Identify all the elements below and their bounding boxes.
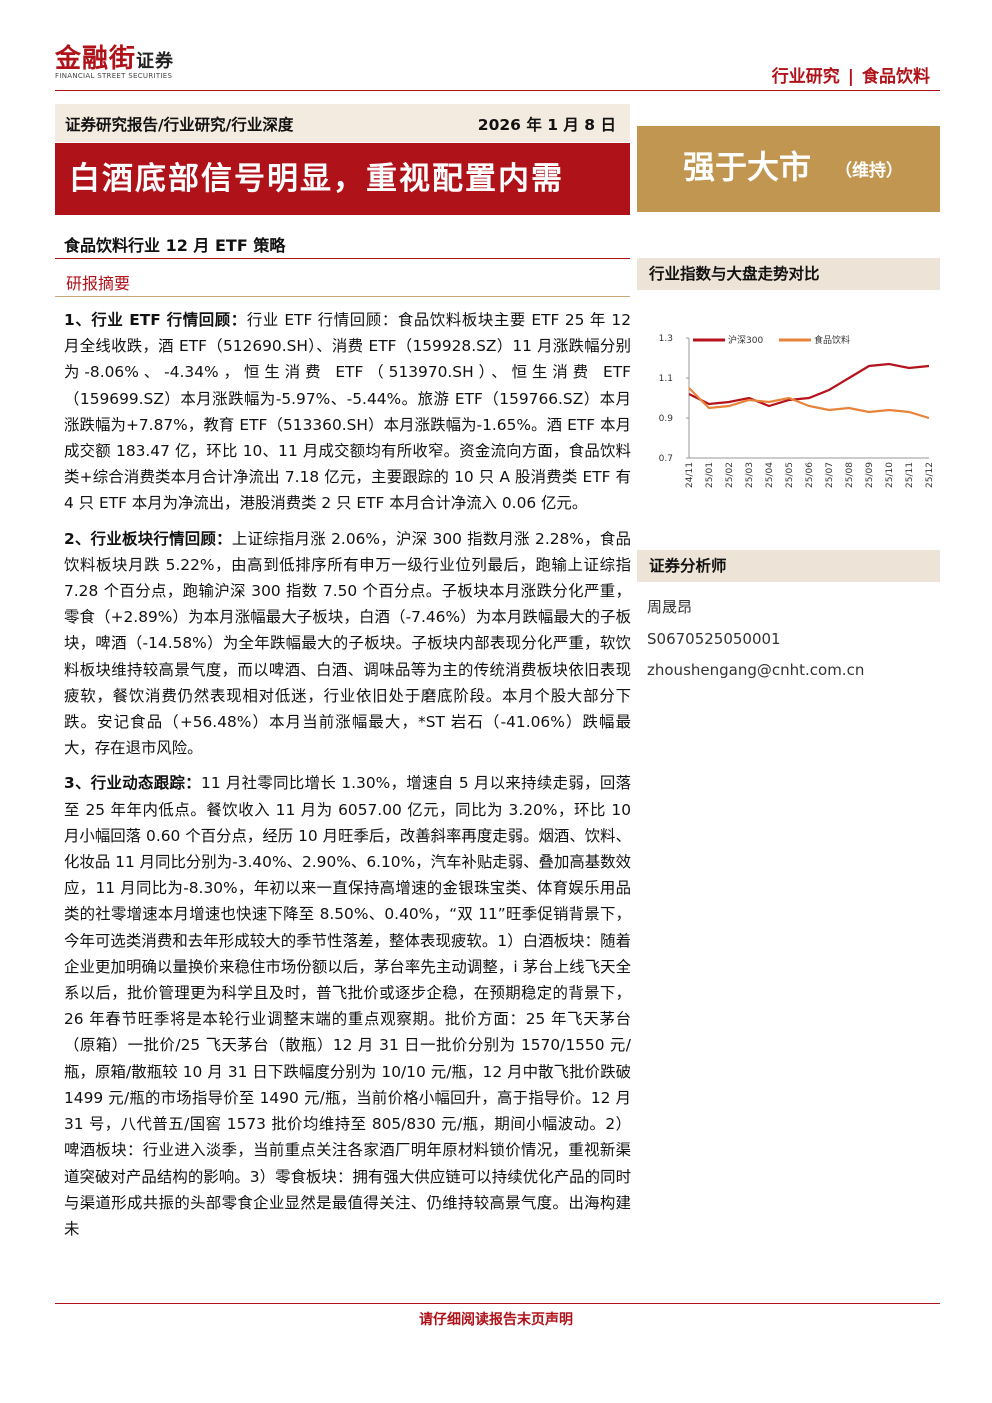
subtitle: 食品饮料行业 12 月 ETF 策略 [64,236,286,255]
analyst-email: zhoushengang@cnht.com.cn [647,661,865,679]
industry: 食品饮料 [862,67,930,87]
paragraph: 2、行业板块行情回顾：上证综指月涨 2.06%，沪深 300 指数月涨 2.28… [64,526,631,762]
x-tick-label: 25/01 [705,462,715,488]
summary: 1、行业 ETF 行情回顾：行业 ETF 行情回顾：食品饮料板块主要 ETF 2… [64,307,631,1292]
y-tick-label: 1.3 [659,334,673,344]
series-line [688,387,930,420]
paragraph-body: 上证综指月涨 2.06%，沪深 300 指数月涨 2.28%，食品饮料板块月跌 … [64,529,631,758]
analyst-license: S0670525050001 [647,630,781,648]
divider [55,296,630,297]
title: 白酒底部信号明显，重视配置内需 [55,143,630,215]
y-tick-label: 1.1 [659,374,673,384]
logo-en: FINANCIAL STREET SECURITIES [55,72,173,80]
category: 行业研究 [771,67,840,87]
section-title: 研报摘要 [66,274,131,293]
rating-note: （维持） [835,161,903,181]
logo-suffix: 证券 [136,51,175,72]
chart: 0.7 0.9 1.1 1.3 24/11 25/01 25/02 25/03 25/04 25/… [659,334,935,488]
divider [55,90,940,91]
x-tick-label: 25/04 [765,462,775,488]
divider [55,258,630,259]
x-tick-label: 25/06 [805,462,815,488]
x-tick-label: 25/02 [725,462,735,488]
x-tick-label: 25/11 [905,462,915,488]
analyst-name: 周晟昂 [647,598,693,616]
x-tick-label: 25/10 [885,462,895,488]
rating: 强于大市 （维持） [637,126,940,212]
header-right: 行业研究 | 食品饮料 [771,67,930,87]
paragraph-body: 11 月社零同比增长 1.30%，增速自 5 月以来持续走弱，回落至 25 年年… [64,774,631,1238]
paragraph-lead: 1、行业 ETF 行情回顾： [64,311,247,329]
report-type: 证券研究报告/行业研究/行业深度 [65,116,294,134]
x-tick-label: 25/12 [925,462,935,488]
paragraph-lead: 3、行业动态跟踪： [64,774,202,793]
x-tick-label: 25/08 [845,462,855,488]
y-tick-label: 0.9 [659,414,674,424]
x-tick-label: 25/03 [745,462,755,488]
legend-label: 食品饮料 [814,334,850,346]
chart-title: 行业指数与大盘走势对比 [637,258,940,290]
analyst-heading: 证券分析师 [637,550,940,582]
x-tick-label: 25/05 [785,462,795,488]
divider [55,1303,940,1304]
x-tick-label: 25/07 [825,462,835,488]
x-tick-label: 25/09 [865,462,875,488]
y-tick-label: 0.7 [659,454,673,464]
logo-text: 金融街 [55,44,137,74]
x-tick-label: 24/11 [685,462,695,488]
paragraph-lead: 2、行业板块行情回顾： [64,529,232,548]
meta-bar: 证券研究报告/行业研究/行业深度 2026 年 1 月 8 日 [55,104,630,142]
paragraph-body: 行业 ETF 行情回顾：食品饮料板块主要 ETF 25 年 12 月全线收跌，酒… [64,311,631,513]
paragraph: 1、行业 ETF 行情回顾：行业 ETF 行情回顾：食品饮料板块主要 ETF 2… [64,307,631,517]
rating-text: 强于大市 [683,148,812,186]
series-line [688,362,930,408]
date: 2026 年 1 月 8 日 [477,116,616,134]
footer: 请仔细阅读报告末页声明 [419,1312,573,1328]
legend-label: 沪深300 [728,334,763,346]
logo: 金融街证券 [55,38,174,75]
paragraph: 3、行业动态跟踪：11 月社零同比增长 1.30%，增速自 5 月以来持续走弱，… [64,770,631,1242]
